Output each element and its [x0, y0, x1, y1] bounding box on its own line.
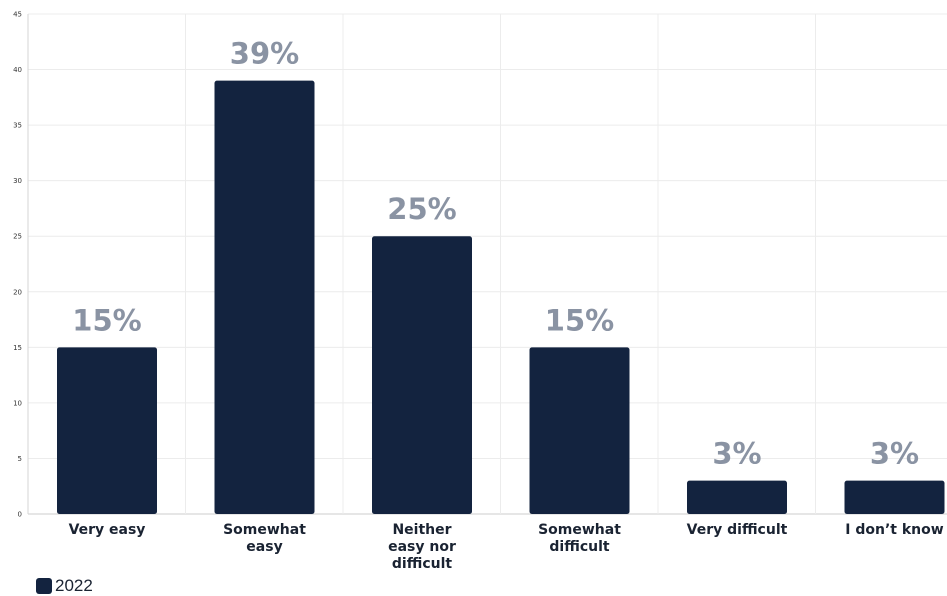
legend-swatch	[36, 578, 52, 594]
y-tick-label: 10	[13, 399, 22, 407]
bar	[529, 347, 630, 514]
grid-lines	[27, 13, 947, 515]
bars	[57, 80, 945, 515]
y-tick-label: 20	[13, 288, 22, 296]
y-tick-label: 25	[13, 233, 22, 241]
data-label: 3%	[712, 437, 761, 471]
x-tick-label: Somewhat	[223, 522, 306, 538]
x-tick-label: Somewhat	[538, 522, 621, 538]
x-tick-label: I don’t know	[845, 522, 943, 538]
legend-label: 2022	[55, 576, 93, 595]
y-tick-label: 30	[13, 177, 22, 185]
bar	[372, 236, 472, 514]
x-tick-label: easy	[246, 539, 282, 555]
y-tick-label: 5	[18, 455, 22, 463]
y-axis-ticks: 0 5 10 15 20 25 30 35 40 45	[13, 11, 22, 519]
bar	[214, 80, 315, 515]
x-tick-label: easy nor	[388, 539, 456, 555]
y-tick-label: 45	[13, 11, 22, 19]
data-labels: 15% 39% 25% 15% 3% 3%	[72, 37, 919, 471]
y-tick-label: 15	[13, 344, 22, 352]
bar	[687, 480, 787, 514]
bar	[57, 347, 157, 514]
x-tick-label: difficult	[392, 556, 452, 572]
x-tick-label: Very easy	[69, 522, 146, 538]
x-tick-label: Neither	[392, 522, 451, 538]
data-label: 3%	[870, 437, 919, 471]
bar	[844, 480, 945, 514]
data-label: 15%	[545, 303, 614, 337]
legend: 2022	[36, 576, 93, 596]
x-tick-label: Very difficult	[687, 522, 788, 538]
x-tick-label: difficult	[549, 539, 609, 555]
data-label: 39%	[230, 37, 299, 71]
y-tick-label: 35	[13, 122, 22, 130]
y-tick-label: 40	[13, 66, 22, 74]
data-label: 15%	[72, 303, 141, 337]
y-tick-label: 0	[18, 511, 22, 519]
data-label: 25%	[387, 192, 456, 226]
